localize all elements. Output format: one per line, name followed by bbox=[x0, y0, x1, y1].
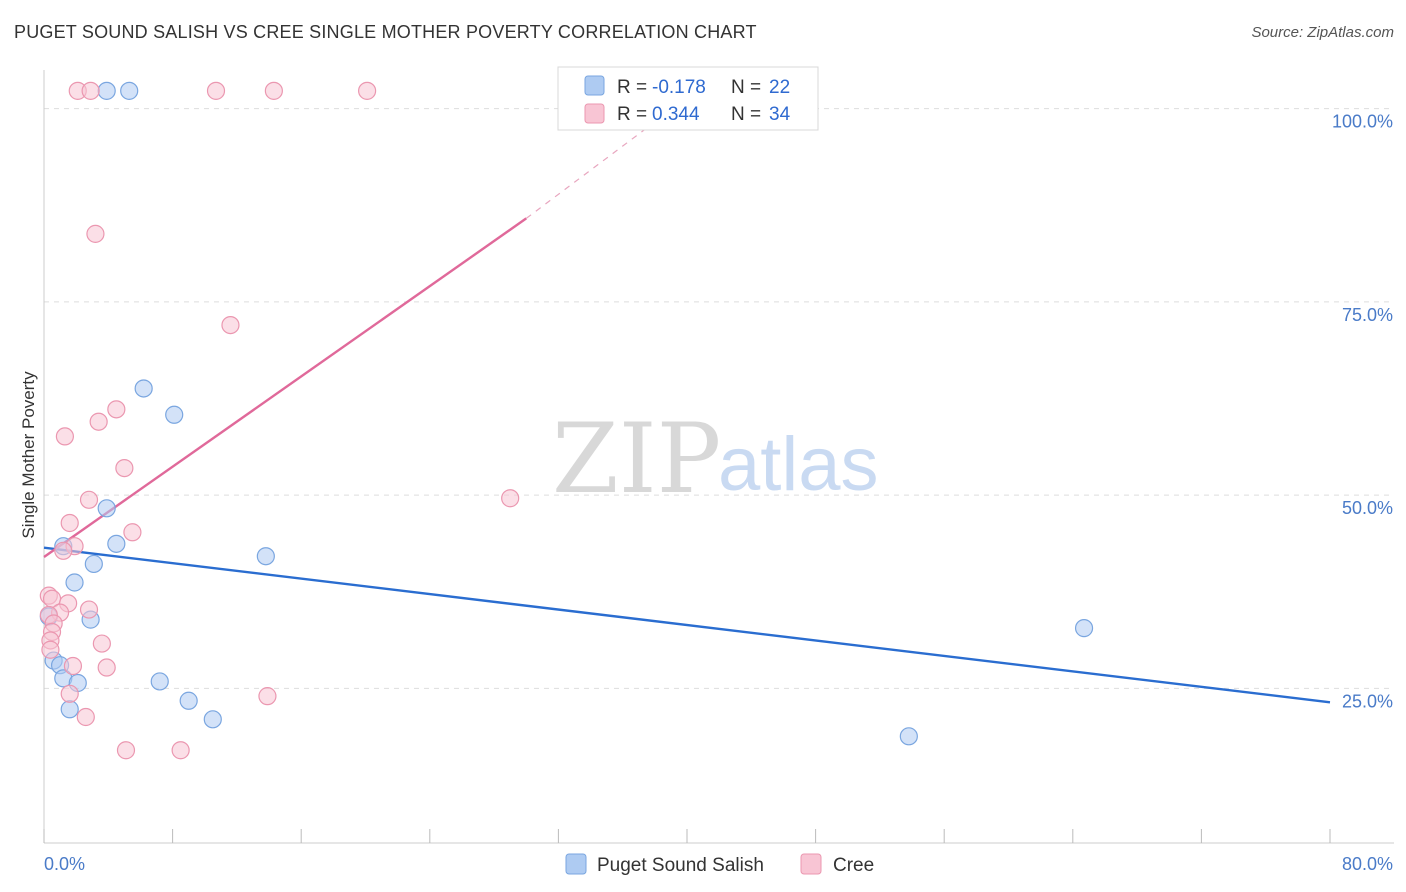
chart-source: Source: ZipAtlas.com bbox=[1251, 24, 1394, 41]
bottom-legend-label-cree: Cree bbox=[833, 855, 874, 876]
y-tick-label-50: 50.0% bbox=[1342, 498, 1393, 518]
point-salish-1 bbox=[120, 81, 139, 100]
point-cree-29 bbox=[41, 640, 60, 659]
grid-layer bbox=[44, 108, 1394, 689]
point-salish-21 bbox=[899, 727, 918, 746]
point-cree-4 bbox=[358, 81, 377, 100]
point-cree-9 bbox=[55, 427, 74, 446]
legend-n-label-cree: N = bbox=[731, 104, 761, 125]
point-salish-2 bbox=[134, 379, 153, 398]
point-cree-34 bbox=[171, 741, 190, 760]
trend-line-1 bbox=[43, 217, 527, 558]
legend-r-value-cree: 0.344 bbox=[652, 104, 700, 125]
point-cree-28 bbox=[97, 658, 116, 677]
point-salish-4 bbox=[97, 499, 116, 518]
point-cree-6 bbox=[221, 315, 240, 335]
legend: R = -0.178 N = 22 R = 0.344 N = 34 bbox=[557, 66, 819, 131]
watermark: ZIP atlas bbox=[552, 403, 879, 515]
chart-title: PUGET SOUND SALISH VS CREE SINGLE MOTHER… bbox=[14, 22, 757, 42]
bottom-legend-swatch-cree bbox=[800, 853, 822, 875]
bottom-legend-swatch-salish bbox=[565, 853, 587, 875]
point-cree-20 bbox=[79, 600, 99, 619]
legend-n-value-salish: 22 bbox=[769, 77, 790, 98]
legend-r-value-salish: -0.178 bbox=[652, 77, 706, 98]
point-cree-33 bbox=[116, 741, 136, 760]
point-salish-8 bbox=[256, 547, 275, 566]
point-cree-26 bbox=[92, 634, 111, 653]
point-cree-5 bbox=[86, 224, 105, 243]
y-tick-label-25: 25.0% bbox=[1342, 691, 1393, 711]
point-cree-27 bbox=[63, 656, 83, 676]
axis-layer: 25.0% 50.0% 75.0% 100.0% 0.0% 80.0% bbox=[43, 70, 1394, 874]
watermark-zip: ZIP bbox=[552, 403, 721, 515]
point-salish-16 bbox=[150, 672, 169, 691]
x-tick-label-80: 80.0% bbox=[1342, 854, 1393, 874]
legend-n-label-salish: N = bbox=[731, 77, 761, 98]
point-cree-13 bbox=[123, 523, 142, 542]
point-cree-16 bbox=[501, 489, 520, 508]
points-layer bbox=[39, 81, 1094, 760]
point-salish-9 bbox=[65, 573, 84, 592]
point-cree-15 bbox=[54, 541, 73, 560]
legend-r-label-salish: R = bbox=[617, 77, 647, 98]
point-cree-3 bbox=[264, 81, 283, 100]
point-cree-10 bbox=[115, 458, 134, 478]
point-cree-32 bbox=[76, 707, 95, 727]
y-tick-label-100: 100.0% bbox=[1332, 112, 1393, 132]
point-salish-18 bbox=[60, 700, 79, 719]
bottom-legend-label-salish: Puget Sound Salish bbox=[597, 855, 764, 876]
point-salish-6 bbox=[107, 534, 126, 553]
point-salish-17 bbox=[179, 691, 198, 710]
bottom-legend: Puget Sound Salish Cree bbox=[565, 853, 874, 876]
trend-layer bbox=[43, 127, 1331, 704]
point-salish-19 bbox=[203, 710, 222, 729]
point-cree-31 bbox=[60, 684, 79, 703]
point-salish-7 bbox=[84, 554, 103, 574]
trend-line-0 bbox=[43, 546, 1331, 704]
point-cree-1 bbox=[81, 81, 100, 100]
trend-line-dashed-1 bbox=[525, 127, 648, 219]
point-salish-3 bbox=[165, 405, 184, 424]
x-tick-label-0: 0.0% bbox=[44, 854, 85, 874]
legend-r-label-cree: R = bbox=[617, 104, 647, 125]
point-cree-30 bbox=[258, 687, 277, 706]
point-cree-11 bbox=[79, 490, 99, 509]
y-axis-title: Single Mother Poverty bbox=[19, 371, 38, 539]
point-salish-20 bbox=[1074, 619, 1094, 638]
point-cree-7 bbox=[107, 400, 126, 419]
y-tick-label-75: 75.0% bbox=[1342, 305, 1393, 325]
legend-swatch-cree bbox=[584, 103, 605, 124]
point-cree-2 bbox=[206, 81, 226, 100]
legend-n-value-cree: 34 bbox=[769, 104, 791, 125]
legend-swatch-salish bbox=[584, 75, 605, 96]
point-cree-8 bbox=[89, 412, 108, 431]
point-cree-12 bbox=[60, 513, 79, 533]
point-salish-0 bbox=[97, 81, 116, 100]
watermark-atlas: atlas bbox=[718, 422, 879, 507]
